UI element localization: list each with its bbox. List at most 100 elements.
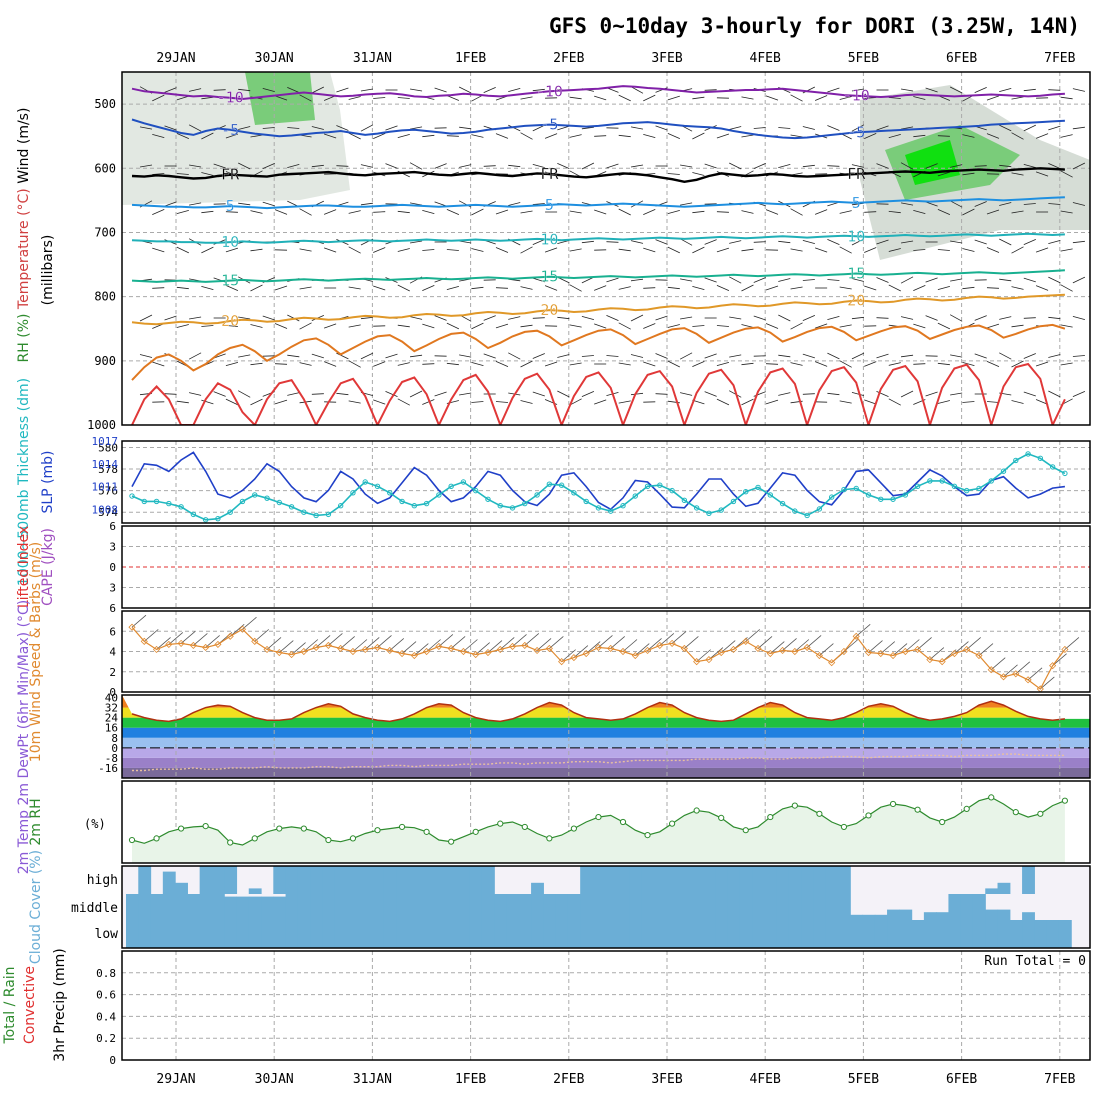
total-rain-label: Total / Rain [2, 966, 18, 1044]
thickness-point [227, 509, 233, 515]
wind-barb [1072, 355, 1085, 357]
wind-barb [581, 162, 595, 170]
wind-barb [287, 392, 300, 396]
cloud-cell-high [359, 866, 373, 894]
wind-barb [323, 247, 337, 253]
rh-point [497, 820, 504, 827]
surface-wind-barb [647, 638, 662, 651]
pressure-tick: 900 [94, 354, 116, 368]
wind-barb [949, 200, 963, 208]
cloud-cell-low [592, 920, 606, 948]
wind-barb [495, 247, 509, 253]
thickness-point [485, 496, 491, 502]
thickness-point [620, 503, 626, 509]
wind-barb [1060, 170, 1073, 178]
thickness-tick: 574 [98, 506, 118, 519]
wind-barb [139, 354, 153, 358]
wind-barb [814, 361, 828, 367]
cloud-cell-low [506, 920, 520, 948]
cloud-cell-middle [457, 894, 471, 920]
wind-barb [864, 211, 877, 213]
cloud-cell-low [1034, 920, 1048, 948]
wind-barb [557, 390, 570, 398]
wind-barb [1048, 390, 1061, 398]
wind-barb [250, 324, 263, 328]
cloud-cell-low [334, 920, 348, 948]
surface-wind-barb [1040, 676, 1055, 690]
wind-speed-point [779, 646, 787, 655]
wind-barb [287, 127, 300, 129]
wind-barb [913, 284, 926, 292]
cloud-ylabel: Cloud Cover (%) [28, 850, 44, 964]
surface-wind-barb [168, 632, 184, 645]
cloud-cell-low [162, 920, 176, 948]
wind-barb [250, 398, 263, 406]
rh-panel: (%) [84, 781, 1069, 863]
wind-barb [422, 399, 435, 405]
date-label-top: 31JAN [353, 51, 392, 66]
wind-barb [139, 126, 153, 130]
thickness-point [804, 512, 810, 519]
wind-barb [360, 164, 374, 168]
wind-barb [999, 238, 1012, 246]
wind-speed-point [1036, 685, 1044, 693]
wind-barb [630, 126, 644, 130]
wind-barb [225, 284, 239, 292]
wind-barb [213, 89, 226, 91]
thickness-point [571, 490, 577, 496]
cloud-cell-low [481, 920, 495, 948]
wind-barb [532, 277, 545, 283]
wind-barb [201, 325, 214, 327]
cloud-cell-middle [285, 894, 299, 920]
wind-barb [520, 360, 533, 368]
wind-barb [692, 96, 705, 100]
wind-barb [606, 241, 619, 243]
rh-point [939, 818, 946, 826]
thickness-point [350, 490, 356, 496]
rh-high-shade [245, 72, 315, 125]
wind-barb [827, 315, 840, 321]
wind-barb [201, 132, 214, 140]
cloud-cell-high [396, 866, 409, 894]
wind-barb [532, 203, 545, 205]
wind-barb [152, 247, 165, 253]
date-label-top: 6FEB [946, 51, 977, 66]
cloud-cell-low [641, 920, 655, 948]
wind-barb [827, 165, 840, 167]
wind-barb [790, 286, 803, 290]
date-label-bottom: 7FEB [1044, 1072, 1075, 1087]
thickness-point [914, 483, 921, 490]
thickness-point [644, 483, 651, 490]
wind-barb [839, 96, 852, 100]
wind-barb [348, 324, 361, 328]
wind-barb [925, 277, 938, 283]
wind-barb [495, 360, 509, 368]
wind-barb [336, 352, 349, 360]
cloud-cell-low [936, 920, 950, 948]
surface-wind-barb [684, 636, 699, 649]
wind-barb [164, 87, 177, 93]
cloud-cell-middle [985, 909, 999, 920]
cloud-cell-low [837, 920, 851, 948]
wind-barb [508, 202, 521, 206]
surface-wind-barb [144, 629, 159, 642]
wind-barb [643, 287, 656, 289]
wind-barb [667, 95, 680, 101]
wind-barb [900, 276, 914, 284]
li-axis-label: Lifted Index [16, 526, 32, 608]
wind-barb [900, 162, 914, 170]
thickness-point [546, 481, 553, 487]
wind-barb [275, 363, 288, 365]
wind-speed-point [631, 651, 639, 660]
cape-ylabel: CAPE (J/kg) [40, 528, 56, 606]
wind-barb [937, 135, 950, 137]
wind-barb [397, 210, 410, 214]
wind-barb [1011, 210, 1024, 214]
precip-tick: 0.8 [96, 967, 116, 980]
wind-barb [974, 201, 987, 207]
wind-barb [287, 354, 300, 358]
wind-barb [680, 316, 693, 320]
wind-barb [520, 286, 533, 290]
wind-barb [1035, 171, 1049, 177]
wind-barb [201, 210, 214, 214]
